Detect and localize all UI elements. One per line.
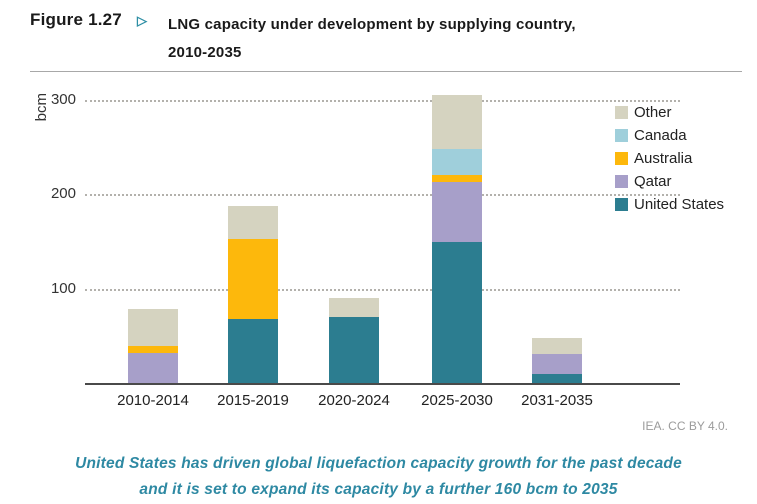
legend-label-qatar: Qatar (634, 173, 672, 190)
bar-segment-qatar-2025-2030 (432, 182, 482, 242)
chart-legend: Other Canada Australia Qatar United States (615, 104, 725, 220)
bar-segment-other-2020-2024 (329, 298, 379, 317)
figure-label: Figure 1.27 (30, 10, 122, 29)
legend-item-other: Other (615, 104, 724, 121)
legend-item-united-states: United States (615, 196, 725, 213)
figure-title: LNG capacity under development by supply… (168, 11, 576, 67)
bar-segment-australia-2025-2030 (432, 174, 482, 183)
x-label-2010-2014: 2010-2014 (117, 392, 189, 409)
legend-label-other: Other (634, 104, 672, 121)
bar-segment-other-2031-2035 (532, 337, 582, 354)
bar-segment-other-2025-2030 (432, 95, 482, 150)
legend-swatch-australia (615, 152, 628, 165)
y-tick-label-100: 100 (50, 279, 76, 297)
figure-arrow-icon: ▷ (137, 13, 147, 28)
figure-caption: United States has driven global liquefac… (0, 451, 757, 503)
legend-item-australia: Australia (615, 150, 724, 167)
bar-segment-united-states-2025-2030 (432, 241, 482, 383)
legend-swatch-canada (615, 129, 628, 142)
gridline-100 (85, 288, 680, 291)
legend-label-united-states: United States (634, 196, 725, 213)
bar-segment-australia-2010-2014 (128, 346, 178, 353)
legend-swatch-qatar (615, 175, 628, 188)
bar-segment-other-2010-2014 (128, 308, 178, 347)
gridline-300 (85, 100, 680, 103)
legend-item-canada: Canada (615, 127, 724, 144)
figure-title-line2: 2010-2035 (168, 44, 242, 61)
gridline-200 (85, 194, 680, 197)
x-label-2025-2030: 2025-2030 (421, 392, 493, 409)
figure-title-line1: LNG capacity under development by supply… (168, 16, 576, 33)
bar-segment-united-states-2031-2035 (532, 373, 582, 383)
bar-segment-united-states-2015-2019 (228, 318, 278, 383)
bar-segment-qatar-2010-2014 (128, 352, 178, 383)
caption-line1: United States has driven global liquefac… (75, 455, 682, 472)
bar-segment-australia-2015-2019 (228, 238, 278, 319)
x-axis-line (85, 383, 680, 385)
header-divider (30, 71, 742, 72)
bar-segment-canada-2025-2030 (432, 149, 482, 175)
legend-swatch-united-states (615, 198, 628, 211)
bar-segment-united-states-2020-2024 (329, 316, 379, 383)
attribution-text: IEA. CC BY 4.0. (642, 419, 728, 433)
stacked-bar-chart: bcm 100 200 300 2010-2014 2015-2019 2020-2024… (0, 80, 757, 425)
y-tick-label-200: 200 (50, 185, 76, 203)
bar-segment-qatar-2031-2035 (532, 353, 582, 374)
bar-segment-other-2015-2019 (228, 205, 278, 239)
caption-line2: and it is set to expand its capacity by … (139, 481, 618, 498)
legend-item-qatar: Qatar (615, 173, 724, 190)
y-tick-label-300: 300 (50, 91, 76, 109)
legend-label-australia: Australia (634, 150, 693, 167)
x-label-2020-2024: 2020-2024 (318, 392, 390, 409)
x-label-2015-2019: 2015-2019 (217, 392, 289, 409)
legend-label-canada: Canada (634, 127, 687, 144)
legend-swatch-other (615, 106, 628, 119)
x-label-2031-2035: 2031-2035 (521, 392, 593, 409)
